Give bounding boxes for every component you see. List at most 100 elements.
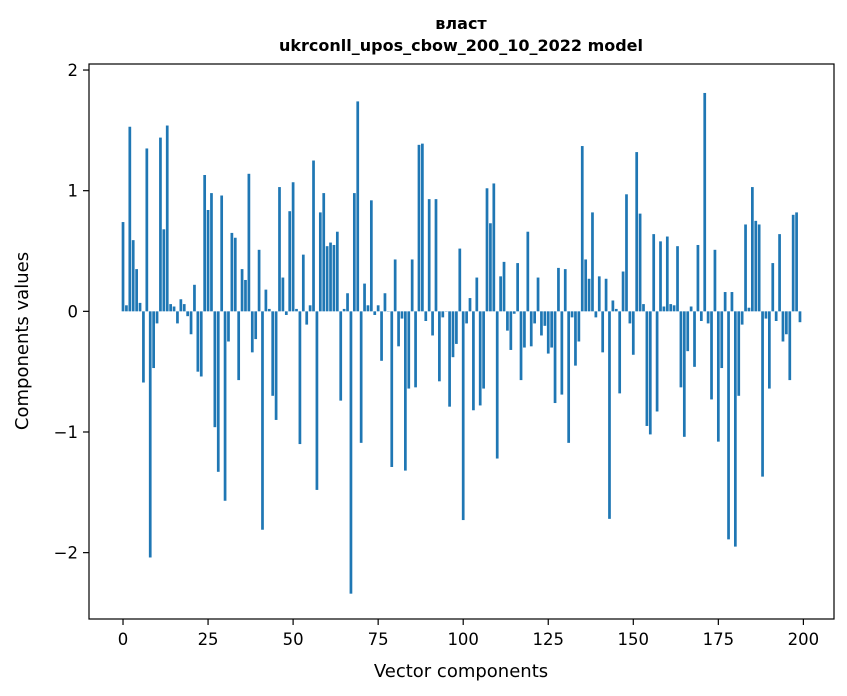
bar xyxy=(165,125,169,312)
bar xyxy=(529,311,533,347)
bar xyxy=(131,240,135,312)
y-tick-label: 1 xyxy=(68,182,79,201)
bar xyxy=(148,311,152,558)
chart-title-line-2: ukrconll_upos_cbow_200_10_2022 model xyxy=(279,36,643,55)
bar xyxy=(703,92,707,312)
x-tick-label: 75 xyxy=(368,630,389,649)
bar xyxy=(298,311,302,445)
bar xyxy=(502,261,506,312)
bar xyxy=(472,311,475,411)
bar xyxy=(179,299,183,312)
bar xyxy=(421,143,424,312)
bar xyxy=(329,242,332,312)
bar xyxy=(631,311,635,355)
bar xyxy=(427,199,431,312)
bar xyxy=(509,311,513,350)
bar xyxy=(557,267,560,312)
bar xyxy=(458,248,462,312)
bar xyxy=(475,277,479,312)
bar xyxy=(233,237,237,312)
bar xyxy=(434,199,438,312)
bar xyxy=(720,311,724,369)
bar xyxy=(230,232,234,312)
bar xyxy=(591,212,594,312)
bar xyxy=(710,311,713,400)
bar xyxy=(540,311,543,336)
bar xyxy=(125,305,128,312)
bar xyxy=(182,304,186,312)
bar xyxy=(254,311,258,340)
bar xyxy=(614,308,618,312)
y-tick-label: −2 xyxy=(54,544,78,563)
bar xyxy=(489,223,492,312)
bar xyxy=(506,311,509,331)
bar xyxy=(390,311,394,467)
bar xyxy=(363,283,366,312)
bar xyxy=(162,229,166,312)
bar xyxy=(553,311,557,404)
bar xyxy=(295,308,298,312)
bar xyxy=(288,211,292,312)
bar xyxy=(196,311,200,372)
bar xyxy=(512,311,516,314)
bar xyxy=(352,193,356,312)
bar xyxy=(733,311,737,547)
bar xyxy=(349,311,353,594)
bar xyxy=(621,271,625,312)
bar xyxy=(648,311,652,435)
bar xyxy=(369,200,373,312)
bar xyxy=(172,306,176,312)
bar xyxy=(213,311,217,428)
bar xyxy=(176,311,179,324)
bar xyxy=(560,311,564,395)
y-axis-ticks: −2 −1 0 1 2 xyxy=(54,61,89,563)
y-axis-label: Components values xyxy=(12,252,33,430)
bar xyxy=(366,305,370,312)
bar xyxy=(778,234,781,312)
bar xyxy=(570,311,574,318)
bar xyxy=(278,187,281,312)
bar xyxy=(257,249,261,312)
bar xyxy=(301,254,305,312)
bar xyxy=(798,311,802,323)
bar xyxy=(523,311,526,348)
bar xyxy=(737,311,741,396)
bar xyxy=(751,187,754,312)
bar xyxy=(332,244,336,312)
bar xyxy=(400,311,404,319)
bar xyxy=(785,311,788,335)
bar xyxy=(761,311,764,477)
bar xyxy=(468,298,472,312)
bar xyxy=(594,311,598,318)
bar xyxy=(339,311,343,401)
bar xyxy=(485,188,489,312)
bar xyxy=(682,311,686,437)
bar xyxy=(519,311,523,381)
bar xyxy=(346,293,349,312)
bar xyxy=(795,212,798,312)
bar xyxy=(152,311,155,369)
bar xyxy=(672,305,676,312)
bar xyxy=(744,224,747,312)
bar xyxy=(455,311,458,344)
bar xyxy=(441,311,445,318)
bar xyxy=(580,146,584,312)
bar xyxy=(461,311,465,521)
bar xyxy=(696,244,700,312)
bar xyxy=(206,209,210,312)
bar xyxy=(264,289,268,312)
bar xyxy=(284,311,288,315)
bar xyxy=(536,277,540,312)
bar xyxy=(342,308,346,312)
bar xyxy=(142,311,145,383)
x-tick-label: 150 xyxy=(618,630,650,649)
bar xyxy=(764,311,768,319)
y-tick-label: 0 xyxy=(68,302,79,321)
bar xyxy=(706,311,710,324)
bar xyxy=(250,311,254,353)
bar xyxy=(318,212,322,312)
bar xyxy=(584,259,588,312)
bar xyxy=(716,311,720,442)
